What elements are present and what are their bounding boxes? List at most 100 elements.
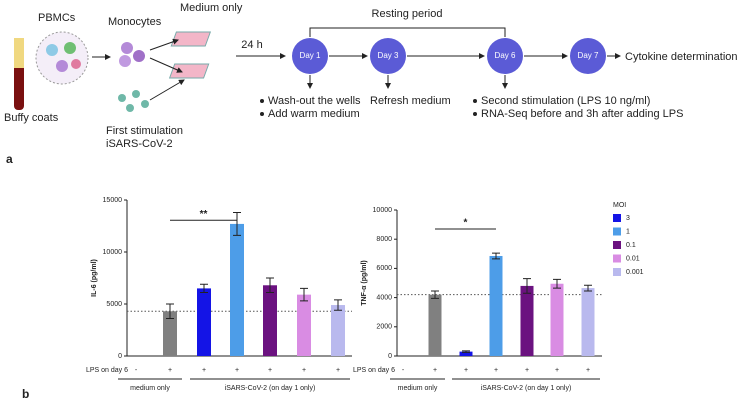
label: Buffy coats bbox=[4, 112, 59, 124]
error-bar bbox=[584, 284, 592, 292]
bar bbox=[263, 285, 277, 356]
label: 24 h bbox=[241, 39, 262, 51]
x-tick-label: + bbox=[494, 367, 498, 374]
bar bbox=[550, 283, 564, 356]
pbmc-circle bbox=[35, 31, 89, 85]
x-tick-label: + bbox=[586, 367, 590, 374]
legend-label: 0.1 bbox=[626, 242, 636, 249]
x-tick-label: - bbox=[135, 367, 138, 374]
label: Monocytes bbox=[108, 16, 162, 28]
x-tick-label: + bbox=[268, 367, 272, 374]
x-tick-label: + bbox=[525, 367, 529, 374]
legend-label: 3 bbox=[626, 215, 630, 222]
note: Refresh medium bbox=[370, 95, 451, 107]
group-label: medium only bbox=[130, 385, 170, 392]
bar bbox=[197, 288, 211, 356]
x-axis-label: LPS on day 6 bbox=[86, 367, 128, 374]
y-tick-label: 6000 bbox=[376, 265, 392, 272]
y-tick-label: 4000 bbox=[376, 294, 392, 301]
x-tick-label: + bbox=[302, 367, 306, 374]
label: PBMCs bbox=[38, 12, 76, 24]
cell bbox=[71, 59, 81, 69]
error-bar bbox=[492, 252, 500, 260]
y-tick-label: 10000 bbox=[103, 249, 123, 256]
error-bar bbox=[462, 350, 470, 353]
day-label: Day 1 bbox=[300, 51, 321, 60]
group-label: medium only bbox=[398, 385, 438, 392]
y-axis-label: IL-6 (pg/ml) bbox=[91, 259, 98, 297]
x-tick-label: + bbox=[202, 367, 206, 374]
cell bbox=[64, 42, 76, 54]
significance: * bbox=[464, 218, 468, 229]
label: First stimulation bbox=[106, 125, 183, 137]
error-bar bbox=[431, 290, 439, 299]
y-axis-label: TNF-α (pg/ml) bbox=[361, 260, 368, 306]
x-tick-label: + bbox=[464, 367, 468, 374]
bar bbox=[297, 294, 311, 356]
viruses bbox=[118, 90, 149, 112]
bar bbox=[230, 223, 244, 356]
bar bbox=[489, 255, 503, 356]
cell bbox=[56, 60, 68, 72]
legend-swatch bbox=[613, 268, 621, 276]
x-tick-label: + bbox=[555, 367, 559, 374]
group-label: iSARS-CoV-2 (on day 1 only) bbox=[225, 385, 316, 392]
legend-label: 0.01 bbox=[626, 255, 640, 262]
day-circle bbox=[370, 38, 406, 74]
legend-swatch bbox=[613, 254, 621, 263]
x-axis-label: LPS on day 6 bbox=[353, 367, 395, 374]
day-label: Day 3 bbox=[378, 51, 399, 60]
diagram: PBMCs Monocytes Medium only 24 h Resting… bbox=[4, 2, 738, 401]
monocyte bbox=[121, 42, 133, 54]
x-tick-label: - bbox=[402, 367, 405, 374]
day-circle bbox=[570, 38, 606, 74]
bar bbox=[459, 351, 473, 356]
y-tick-label: 0 bbox=[118, 353, 122, 360]
error-bar bbox=[523, 278, 531, 294]
legend-swatch bbox=[613, 227, 621, 236]
bar bbox=[520, 285, 534, 356]
legend-label: 1 bbox=[626, 228, 630, 235]
label: Resting period bbox=[372, 8, 443, 20]
legend-label: 0.001 bbox=[626, 269, 644, 276]
plate bbox=[170, 31, 212, 47]
significance: ** bbox=[200, 209, 208, 220]
cell bbox=[46, 44, 58, 56]
x-tick-label: + bbox=[235, 367, 239, 374]
error-bar bbox=[334, 299, 342, 311]
legend-title: MOI bbox=[613, 202, 626, 209]
monocyte bbox=[119, 55, 131, 67]
note: Wash-out the wells bbox=[268, 95, 361, 107]
bar bbox=[331, 305, 345, 356]
y-tick-label: 2000 bbox=[376, 324, 392, 331]
note: RNA-Seq before and 3h after adding LPS bbox=[481, 108, 683, 120]
x-tick-label: + bbox=[336, 367, 340, 374]
bracket bbox=[309, 27, 506, 37]
bullets bbox=[260, 99, 477, 116]
tube-top bbox=[14, 38, 24, 68]
note: Second stimulation (LPS 10 ng/ml) bbox=[481, 95, 650, 107]
error-bar bbox=[233, 211, 241, 236]
day-label: Day 6 bbox=[495, 51, 516, 60]
bar bbox=[163, 311, 177, 356]
plate bbox=[168, 63, 210, 79]
y-tick-label: 0 bbox=[388, 353, 392, 360]
y-tick-label: 8000 bbox=[376, 236, 392, 243]
error-bar bbox=[300, 287, 308, 302]
group-label: iSARS-CoV-2 (on day 1 only) bbox=[481, 385, 572, 392]
day-circle bbox=[292, 38, 328, 74]
error-bar bbox=[166, 303, 174, 320]
x-tick-label: + bbox=[433, 367, 437, 374]
note: Add warm medium bbox=[268, 108, 360, 120]
panel-label: a bbox=[6, 152, 13, 166]
bar bbox=[581, 288, 595, 356]
error-bar bbox=[200, 283, 208, 294]
legend-swatch bbox=[613, 241, 621, 249]
label: iSARS-CoV-2 bbox=[106, 138, 173, 150]
day-circle bbox=[487, 38, 523, 74]
error-bar bbox=[266, 277, 274, 294]
legend-swatch bbox=[613, 214, 621, 222]
x-tick-label: + bbox=[168, 367, 172, 374]
bar bbox=[428, 294, 442, 356]
